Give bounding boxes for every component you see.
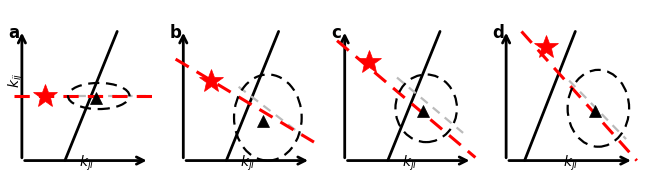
Text: a: a <box>8 24 19 42</box>
Text: d: d <box>492 24 504 42</box>
Text: c: c <box>331 24 340 42</box>
Text: $k_{ji}$: $k_{ji}$ <box>563 154 578 173</box>
Text: $k_{ji}$: $k_{ji}$ <box>240 154 256 173</box>
Text: $k_{ji}$: $k_{ji}$ <box>402 154 417 173</box>
Text: $k_{ji}$: $k_{ji}$ <box>79 154 94 173</box>
Text: $k_{ij}$: $k_{ij}$ <box>7 73 26 88</box>
Text: b: b <box>169 24 182 42</box>
